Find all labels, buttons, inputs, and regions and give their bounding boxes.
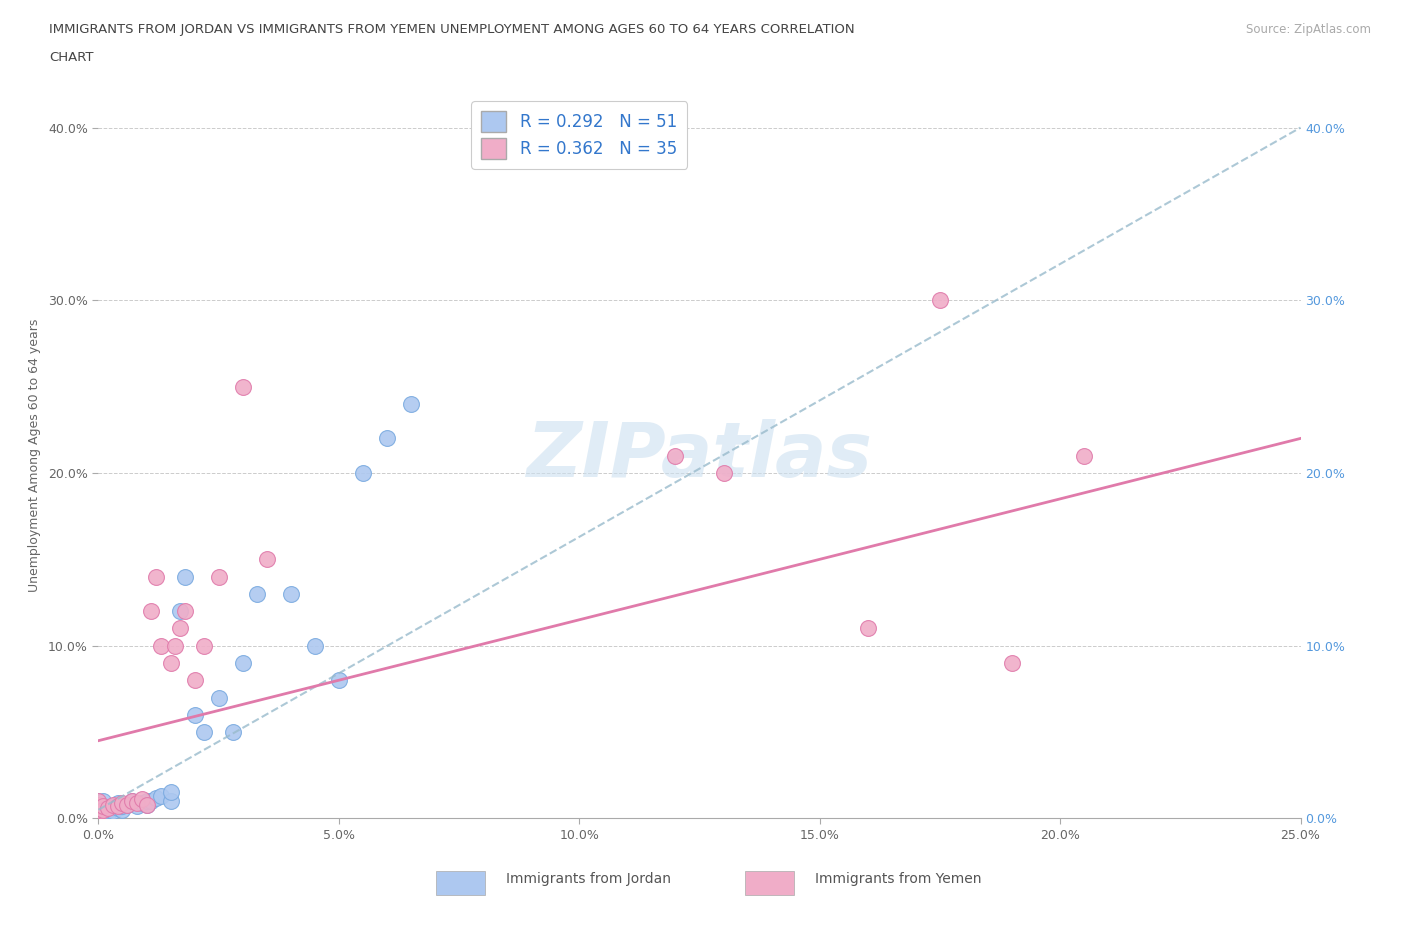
Point <box>399 396 422 411</box>
Point <box>131 792 153 807</box>
Point <box>87 793 110 808</box>
Point <box>117 797 139 812</box>
Point <box>87 811 110 826</box>
Point <box>664 448 686 463</box>
Point <box>183 708 205 723</box>
Point <box>97 803 120 817</box>
Point <box>280 587 302 602</box>
Point <box>1001 656 1024 671</box>
Text: Immigrants from Yemen: Immigrants from Yemen <box>815 871 981 886</box>
Point <box>91 803 114 817</box>
Point <box>928 293 950 308</box>
Point <box>87 797 110 812</box>
Point <box>87 803 110 817</box>
Point <box>125 795 148 810</box>
Point <box>232 656 254 671</box>
Point <box>91 799 114 814</box>
Point <box>87 797 110 812</box>
Point <box>169 604 191 618</box>
Point <box>145 790 167 805</box>
Point <box>87 811 110 826</box>
Point <box>159 656 181 671</box>
Point <box>111 803 134 817</box>
Point <box>159 785 181 800</box>
Point <box>713 466 735 481</box>
Point <box>121 793 143 808</box>
Point <box>159 793 181 808</box>
Point <box>101 799 124 814</box>
Point <box>87 799 110 814</box>
Point <box>87 804 110 819</box>
Text: ZIPatlas: ZIPatlas <box>526 418 873 493</box>
Point <box>87 805 110 820</box>
Point <box>141 604 163 618</box>
Point <box>165 638 187 653</box>
Point <box>193 724 215 739</box>
Point <box>304 638 326 653</box>
Point <box>87 809 110 824</box>
Point <box>87 793 110 808</box>
Text: CHART: CHART <box>49 51 94 64</box>
Legend: R = 0.292   N = 51, R = 0.362   N = 35: R = 0.292 N = 51, R = 0.362 N = 35 <box>471 101 688 168</box>
Point <box>87 811 110 826</box>
Point <box>87 803 110 817</box>
Point <box>87 799 110 814</box>
Point <box>97 801 120 816</box>
Text: Source: ZipAtlas.com: Source: ZipAtlas.com <box>1246 23 1371 36</box>
Point <box>101 797 124 812</box>
Point <box>87 801 110 816</box>
Point <box>169 621 191 636</box>
Point <box>352 466 374 481</box>
Point <box>149 789 172 804</box>
Point <box>193 638 215 653</box>
Point <box>135 797 157 812</box>
Point <box>107 799 129 814</box>
Point <box>87 801 110 816</box>
Point <box>141 793 163 808</box>
Point <box>91 799 114 814</box>
Point <box>135 797 157 812</box>
Point <box>107 801 129 816</box>
Point <box>107 795 129 810</box>
Point <box>87 805 110 820</box>
Point <box>145 569 167 584</box>
Point <box>121 793 143 808</box>
Point <box>208 569 231 584</box>
Point <box>232 379 254 394</box>
Point <box>111 795 134 810</box>
Point <box>222 724 245 739</box>
Point <box>135 793 157 808</box>
Y-axis label: Unemployment Among Ages 60 to 64 years: Unemployment Among Ages 60 to 64 years <box>28 319 41 592</box>
Point <box>125 799 148 814</box>
Point <box>101 804 124 819</box>
Point <box>256 551 278 566</box>
Point <box>87 811 110 826</box>
Point <box>149 638 172 653</box>
Point <box>183 672 205 687</box>
Point <box>97 805 120 820</box>
Text: Immigrants from Jordan: Immigrants from Jordan <box>506 871 671 886</box>
Text: IMMIGRANTS FROM JORDAN VS IMMIGRANTS FROM YEMEN UNEMPLOYMENT AMONG AGES 60 TO 64: IMMIGRANTS FROM JORDAN VS IMMIGRANTS FRO… <box>49 23 855 36</box>
Point <box>328 672 350 687</box>
Point <box>117 797 139 812</box>
Point <box>208 690 231 705</box>
Point <box>1073 448 1095 463</box>
Point <box>246 587 269 602</box>
Point <box>174 569 197 584</box>
Point <box>91 803 114 817</box>
Point <box>111 799 134 814</box>
Point <box>91 793 114 808</box>
Point <box>375 431 398 445</box>
Point <box>87 811 110 826</box>
Point <box>87 811 110 826</box>
Point <box>856 621 879 636</box>
Point <box>131 795 153 810</box>
Point <box>87 807 110 822</box>
Point <box>174 604 197 618</box>
